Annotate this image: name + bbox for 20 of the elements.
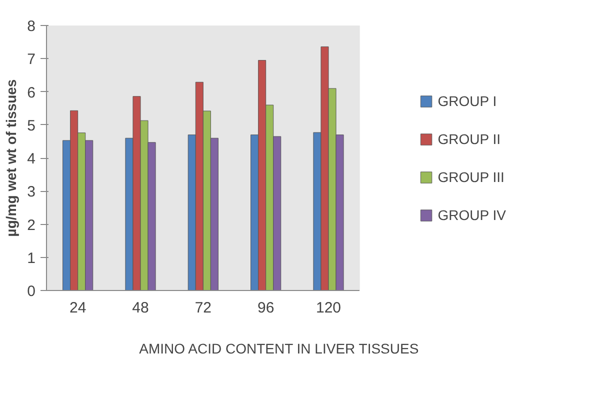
y-tick-label: 5 xyxy=(27,117,36,134)
x-tick-label: 24 xyxy=(69,300,86,316)
x-tick-label: 120 xyxy=(316,300,342,316)
y-tick-label: 3 xyxy=(27,184,36,201)
legend-label: GROUP III xyxy=(438,168,504,184)
legend-label: GROUP II xyxy=(438,130,501,146)
y-tick-label: 4 xyxy=(27,150,36,168)
y-tick-label: 2 xyxy=(27,216,36,234)
legend-label: GROUP I xyxy=(438,92,497,108)
x-tick-label: 48 xyxy=(132,300,149,316)
y-tick-label: 1 xyxy=(27,250,36,267)
y-tick-label: 0 xyxy=(27,283,36,300)
legend-label: GROUP IV xyxy=(438,206,506,222)
y-tick-label: 6 xyxy=(27,84,36,102)
x-tick-label: 72 xyxy=(194,300,212,316)
x-axis-title: AMINO ACID CONTENT IN LIVER TISSUES xyxy=(139,340,419,356)
x-tick-label: 96 xyxy=(257,300,274,316)
y-tick-label: 8 xyxy=(27,18,36,35)
y-axis-title: µg/mg wet wt of tissues xyxy=(3,79,20,237)
y-tick-label: 7 xyxy=(27,51,36,68)
